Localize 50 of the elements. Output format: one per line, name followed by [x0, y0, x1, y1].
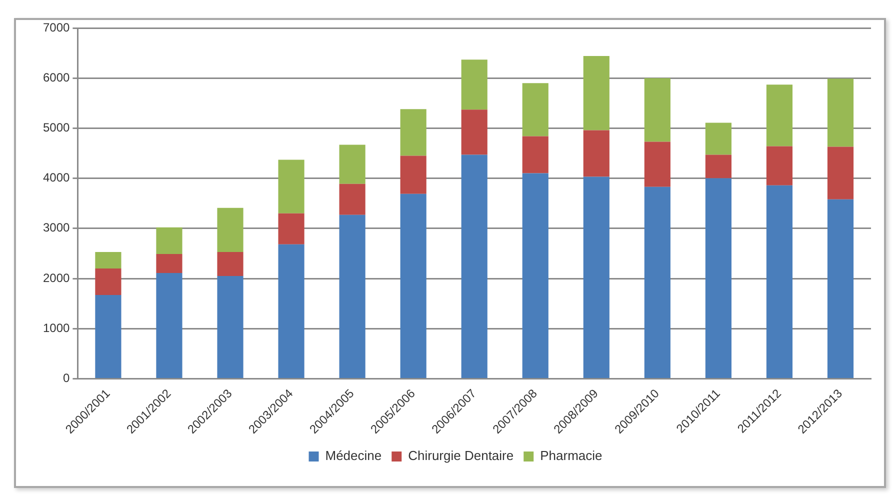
bar	[339, 214, 366, 378]
bar	[583, 56, 610, 130]
bar	[278, 160, 304, 214]
bar	[827, 78, 854, 147]
bar	[583, 176, 610, 378]
y-tick-label: 4000	[42, 170, 70, 185]
bar	[705, 178, 732, 378]
y-tick-label: 6000	[42, 70, 70, 84]
bar	[461, 60, 488, 110]
bar	[461, 110, 488, 155]
bar	[827, 146, 854, 200]
bar	[95, 252, 122, 268]
bar	[461, 154, 488, 378]
bar	[705, 122, 732, 155]
bar	[217, 252, 244, 276]
bar	[583, 130, 610, 177]
bar	[156, 272, 182, 378]
legend-label: Médecine	[325, 448, 382, 464]
bar	[400, 156, 426, 194]
y-tick-label: 2000	[42, 270, 70, 285]
y-tick-label: 7000	[42, 20, 70, 34]
bar	[827, 199, 854, 378]
y-tick-label: 3000	[42, 220, 70, 235]
bar	[156, 227, 182, 254]
bar	[278, 244, 304, 378]
bar	[217, 208, 244, 252]
y-tick-label: 1000	[42, 320, 70, 335]
bar	[766, 84, 793, 146]
bar	[705, 154, 732, 178]
legend-label: Pharmacie	[540, 448, 602, 464]
bar	[95, 295, 122, 378]
bar	[278, 213, 304, 244]
bar	[217, 276, 244, 378]
bar	[522, 136, 548, 174]
y-tick-label: 0	[63, 371, 70, 386]
y-tick-label: 5000	[42, 120, 70, 135]
bar	[766, 185, 793, 378]
bar	[522, 173, 548, 378]
bar	[400, 194, 426, 378]
bar	[156, 254, 182, 273]
bar	[644, 186, 670, 378]
legend-label: Chirurgie Dentaire	[408, 448, 514, 464]
bar	[95, 268, 122, 296]
bar	[766, 146, 793, 186]
bar	[644, 78, 670, 142]
bar	[644, 142, 670, 187]
bar	[400, 109, 426, 156]
bar	[522, 83, 548, 136]
bar	[339, 184, 366, 215]
bar	[339, 144, 366, 184]
